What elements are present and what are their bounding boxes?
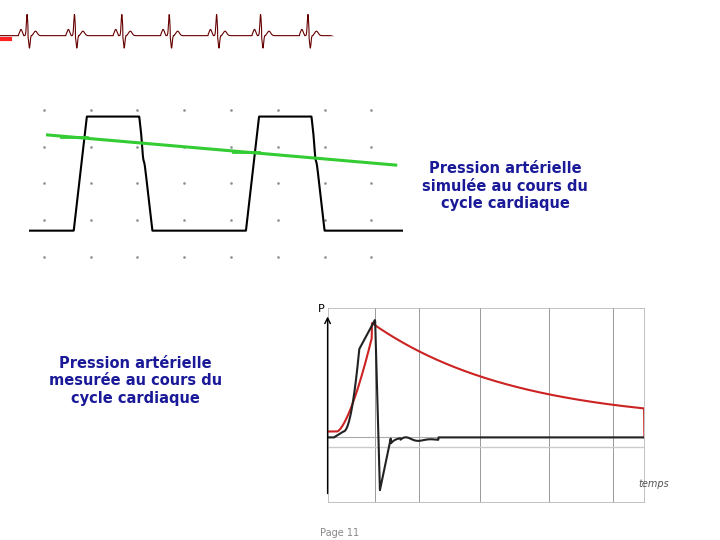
Text: Page 11: Page 11 [320,528,359,538]
Text: Pression artérielle
mesurée au cours du
cycle cardiaque: Pression artérielle mesurée au cours du … [49,356,222,406]
Text: Simulation en VHDL-AMS: Simulation en VHDL-AMS [322,23,695,49]
Text: Pression artérielle
simulée au cours du
cycle cardiaque: Pression artérielle simulée au cours du … [423,161,588,211]
Text: temps: temps [638,479,669,489]
Text: Systems'ViP SAS, Heart Model  summary: Systems'ViP SAS, Heart Model summary [697,241,701,370]
Text: P: P [318,303,325,314]
